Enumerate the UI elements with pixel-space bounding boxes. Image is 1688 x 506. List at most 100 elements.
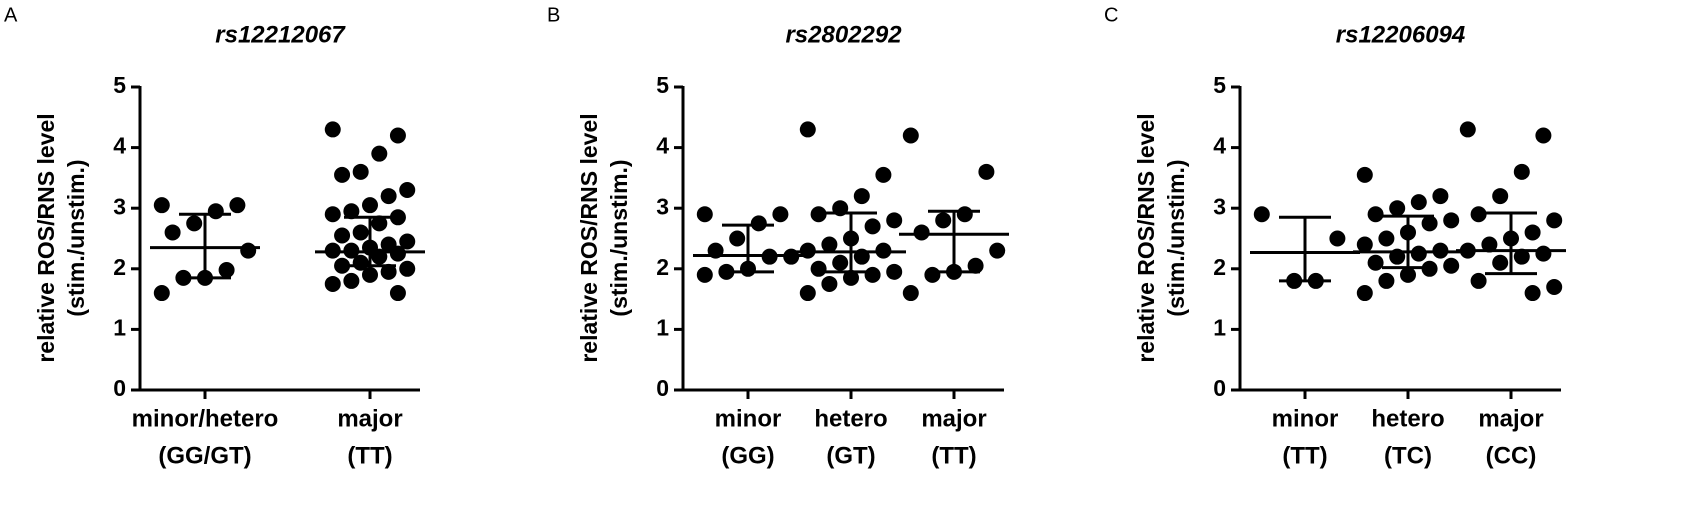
data-point [1492,254,1509,271]
data-point [886,263,903,280]
data-point [186,215,203,232]
x-tick-label: minor [715,405,782,432]
data-point [399,260,416,277]
x-tick-label: (GG/GT) [158,442,251,469]
x-tick-label: (TT) [931,442,976,469]
data-point [902,285,919,302]
data-point [1432,188,1449,205]
data-point [1410,194,1427,211]
data-point [362,197,378,214]
data-point [935,212,952,229]
data-point [875,166,892,183]
data-point [729,230,746,247]
chart-title: rs12206094 [1336,21,1465,48]
data-point [1481,236,1498,253]
data-point [324,206,341,223]
y-axis-label: relative ROS/RNS level [33,113,59,362]
data-point [886,212,903,229]
data-point [1253,206,1270,223]
data-point [153,197,170,214]
x-tick-label: minor/hetero [132,405,279,432]
y-tick-label: 4 [1213,133,1226,159]
y-axis-label: relative ROS/RNS level [1133,113,1159,362]
data-point [750,215,767,232]
data-point [913,224,930,241]
data-point [218,262,235,279]
data-point [989,242,1006,259]
data-point [799,285,816,302]
panel-label: C [1104,4,1118,26]
data-point [1535,245,1552,262]
data-point [1389,200,1406,217]
data-point [832,254,849,271]
data-point [1535,127,1552,144]
data-point [1400,266,1416,283]
panel-label: A [4,4,18,26]
data-point [1513,163,1530,180]
data-point [153,285,170,302]
x-tick-label: major [1478,405,1543,432]
data-point [362,266,378,283]
data-point [324,275,341,292]
data-point [324,121,341,138]
y-axis-label: (stim./unstim.) [1163,159,1189,316]
data-point [380,263,397,280]
data-point [352,163,369,180]
y-tick-label: 1 [113,314,126,340]
data-point [207,203,224,220]
data-point [799,121,816,138]
data-point [810,206,827,223]
x-tick-label: minor [1272,405,1339,432]
data-point [352,224,369,241]
data-point [1356,166,1373,183]
data-point [389,245,406,262]
data-point [371,145,388,162]
data-point [1356,285,1373,302]
data-point [164,224,181,241]
y-tick-label: 5 [113,72,126,98]
data-point [343,272,360,289]
y-tick-label: 0 [113,375,126,401]
x-tick-label: (CC) [1486,442,1537,469]
data-point [229,197,246,214]
data-point [1410,245,1427,262]
x-tick-label: (TT) [347,442,392,469]
y-tick-label: 2 [656,254,669,280]
data-point [1367,206,1384,223]
data-point [240,242,257,259]
data-point [399,182,416,199]
data-point [1329,230,1346,247]
y-axis-label: (stim./unstim.) [606,159,632,316]
data-point [1378,230,1395,247]
data-point [843,269,859,286]
data-point [1513,248,1530,265]
x-tick-label: (GT) [826,442,875,469]
data-point [334,257,351,274]
y-tick-label: 1 [656,314,669,340]
data-point [956,206,973,223]
data-point [978,163,995,180]
data-point [810,260,827,277]
y-tick-label: 2 [113,254,126,280]
data-point [389,285,406,302]
data-point [1546,212,1563,229]
data-point [399,233,416,250]
data-point [1459,121,1476,138]
y-tick-label: 0 [1213,375,1226,401]
y-axis-label: relative ROS/RNS level [576,113,602,362]
data-point [1470,206,1487,223]
data-point [380,188,397,205]
data-point [389,209,406,226]
y-tick-label: 3 [113,193,126,219]
y-tick-label: 3 [1213,193,1226,219]
data-point [924,266,941,283]
data-point [1367,254,1384,271]
x-tick-label: (TT) [1282,442,1327,469]
y-axis-label: (stim./unstim.) [63,159,89,316]
chart-title: rs2802292 [785,21,902,48]
x-tick-label: major [921,405,986,432]
data-point [343,203,360,220]
data-point [1524,285,1541,302]
y-tick-label: 2 [1213,254,1226,280]
y-tick-label: 0 [656,375,669,401]
